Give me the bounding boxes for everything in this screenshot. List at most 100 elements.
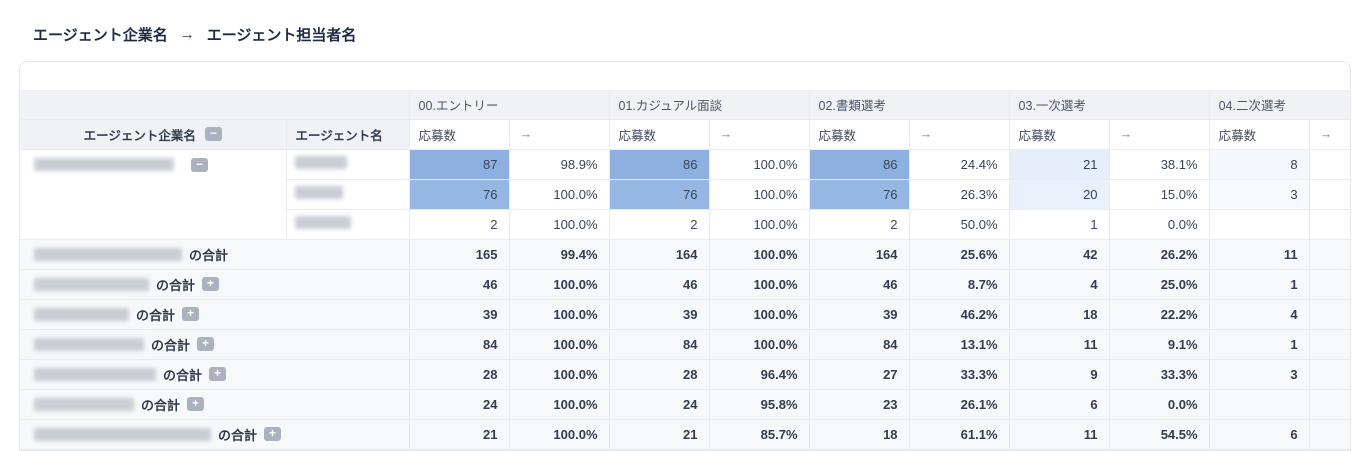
count-cell: 6 (1009, 389, 1110, 420)
total-suffix-label: の合計 (189, 247, 229, 263)
count-cell: 86 (609, 149, 710, 180)
summary-label-cell: の合計 + (20, 269, 410, 300)
rate-cell: 100.0% (509, 209, 610, 240)
rate-cell (1309, 149, 1350, 180)
rate-cell: 100.0% (709, 239, 810, 270)
count-cell: 164 (809, 239, 910, 270)
total-suffix-label: の合計 (163, 367, 203, 383)
count-cell: 76 (809, 179, 910, 210)
count-cell: 23 (809, 389, 910, 420)
expand-group-button[interactable]: + (209, 367, 227, 381)
detail-row: −87 98.9% 86 100.0% 86 24.4% 21 38.1% 8 (20, 149, 1350, 240)
expand-group-button[interactable]: + (202, 277, 220, 291)
count-cell: 18 (1009, 299, 1110, 330)
company-name-wrap: − (34, 157, 285, 172)
count-cell: 8 (1209, 149, 1310, 180)
redacted-text (34, 158, 174, 171)
redacted-text (294, 216, 351, 229)
rate-cell: 33.3% (909, 359, 1010, 390)
rate-cell: 0.0% (1109, 389, 1210, 420)
redacted-text (34, 367, 156, 381)
page-title: エージェント企業名 → エージェント担当者名 (0, 0, 1370, 45)
rate-cell: 33.3% (1109, 359, 1210, 390)
rate-cell (1309, 209, 1350, 240)
count-cell: 86 (809, 149, 910, 180)
redacted-text (294, 156, 347, 169)
rate-cell (1309, 329, 1350, 360)
agent-name-cell (286, 179, 410, 210)
transition-rate-column-header: → (909, 119, 1010, 150)
summary-label-cell: の合計 + (20, 419, 410, 450)
summary-label-cell: の合計 + (20, 359, 410, 390)
applications-column-header: 応募数 (1009, 119, 1110, 150)
stage-header-document-screening: 02.書類選考 (809, 91, 1010, 120)
expand-group-button[interactable]: + (264, 427, 282, 441)
collapse-group-button[interactable]: − (191, 157, 208, 172)
table-body: −87 98.9% 86 100.0% 86 24.4% 21 38.1% 8 76 100.0% 7… (20, 149, 1350, 450)
agent-name-cell (286, 209, 410, 240)
agent-name-cell (286, 149, 410, 180)
redacted-text (34, 397, 134, 411)
expand-group-button[interactable]: + (187, 397, 205, 411)
count-cell: 18 (809, 419, 910, 450)
count-cell: 46 (809, 269, 910, 300)
rate-cell: 26.1% (909, 389, 1010, 420)
collapse-column-button[interactable]: − (204, 127, 222, 141)
count-cell: 24 (409, 389, 510, 420)
rate-cell (1309, 419, 1350, 450)
count-cell: 46 (609, 269, 710, 300)
company-name-cell: − (20, 149, 287, 240)
transition-rate-column-header: → (1309, 119, 1350, 150)
corner-cell (20, 91, 410, 120)
count-cell: 28 (609, 359, 710, 390)
rate-cell: 100.0% (509, 419, 610, 450)
stage-header-casual-interview: 01.カジュアル面談 (609, 91, 810, 120)
count-cell: 1 (1009, 209, 1110, 240)
rate-cell: 25.6% (909, 239, 1010, 270)
pivot-table: 00.エントリー 01.カジュアル面談 02.書類選考 03.一次選考 04.二… (20, 91, 1350, 450)
total-suffix-label: の合計 (141, 397, 181, 413)
expand-group-button[interactable]: + (197, 337, 215, 351)
rate-cell: 15.0% (1109, 179, 1210, 210)
count-cell: 11 (1009, 329, 1110, 360)
summary-label-cell: の合計 (20, 239, 410, 270)
count-cell: 2 (409, 209, 510, 240)
rate-cell: 85.7% (709, 419, 810, 450)
count-cell: 24 (609, 389, 710, 420)
count-cell: 39 (609, 299, 710, 330)
rate-cell: 13.1% (909, 329, 1010, 360)
stage-group-row: 00.エントリー 01.カジュアル面談 02.書類選考 03.一次選考 04.二… (20, 91, 1350, 120)
agent-column-header: エージェント名 (286, 119, 410, 150)
rate-cell: 99.4% (509, 239, 610, 270)
transition-rate-column-header: → (509, 119, 610, 150)
count-cell: 39 (409, 299, 510, 330)
rate-cell: 100.0% (509, 269, 610, 300)
rate-cell: 9.1% (1109, 329, 1210, 360)
rate-cell: 26.2% (1109, 239, 1210, 270)
expand-group-button[interactable]: + (182, 307, 200, 321)
rate-cell (1309, 239, 1350, 270)
count-cell: 3 (1209, 179, 1310, 210)
count-cell: 46 (409, 269, 510, 300)
summary-label-wrap: の合計 + (34, 335, 408, 354)
stage-header-entry: 00.エントリー (409, 91, 610, 120)
rate-cell: 100.0% (509, 299, 610, 330)
rate-cell: 22.2% (1109, 299, 1210, 330)
count-cell: 28 (409, 359, 510, 390)
count-cell: 4 (1209, 299, 1310, 330)
summary-row: の合計 +21 100.0% 21 85.7% 18 61.1% 11 54.5% 6 (20, 419, 1350, 450)
transition-rate-column-header: → (1109, 119, 1210, 150)
summary-label-wrap: の合計 + (34, 395, 408, 414)
count-cell: 76 (409, 179, 510, 210)
redacted-text (294, 186, 343, 199)
title-company-dimension: エージェント企業名 (33, 27, 168, 44)
rate-cell: 100.0% (509, 359, 610, 390)
redacted-text (34, 307, 129, 321)
stage-header-second-selection: 04.二次選考 (1209, 91, 1350, 120)
count-cell: 2 (609, 209, 710, 240)
count-cell: 21 (1009, 149, 1110, 180)
company-column-header-inner: エージェント企業名 − (84, 125, 222, 144)
rate-cell: 100.0% (709, 179, 810, 210)
rate-cell (1309, 359, 1350, 390)
